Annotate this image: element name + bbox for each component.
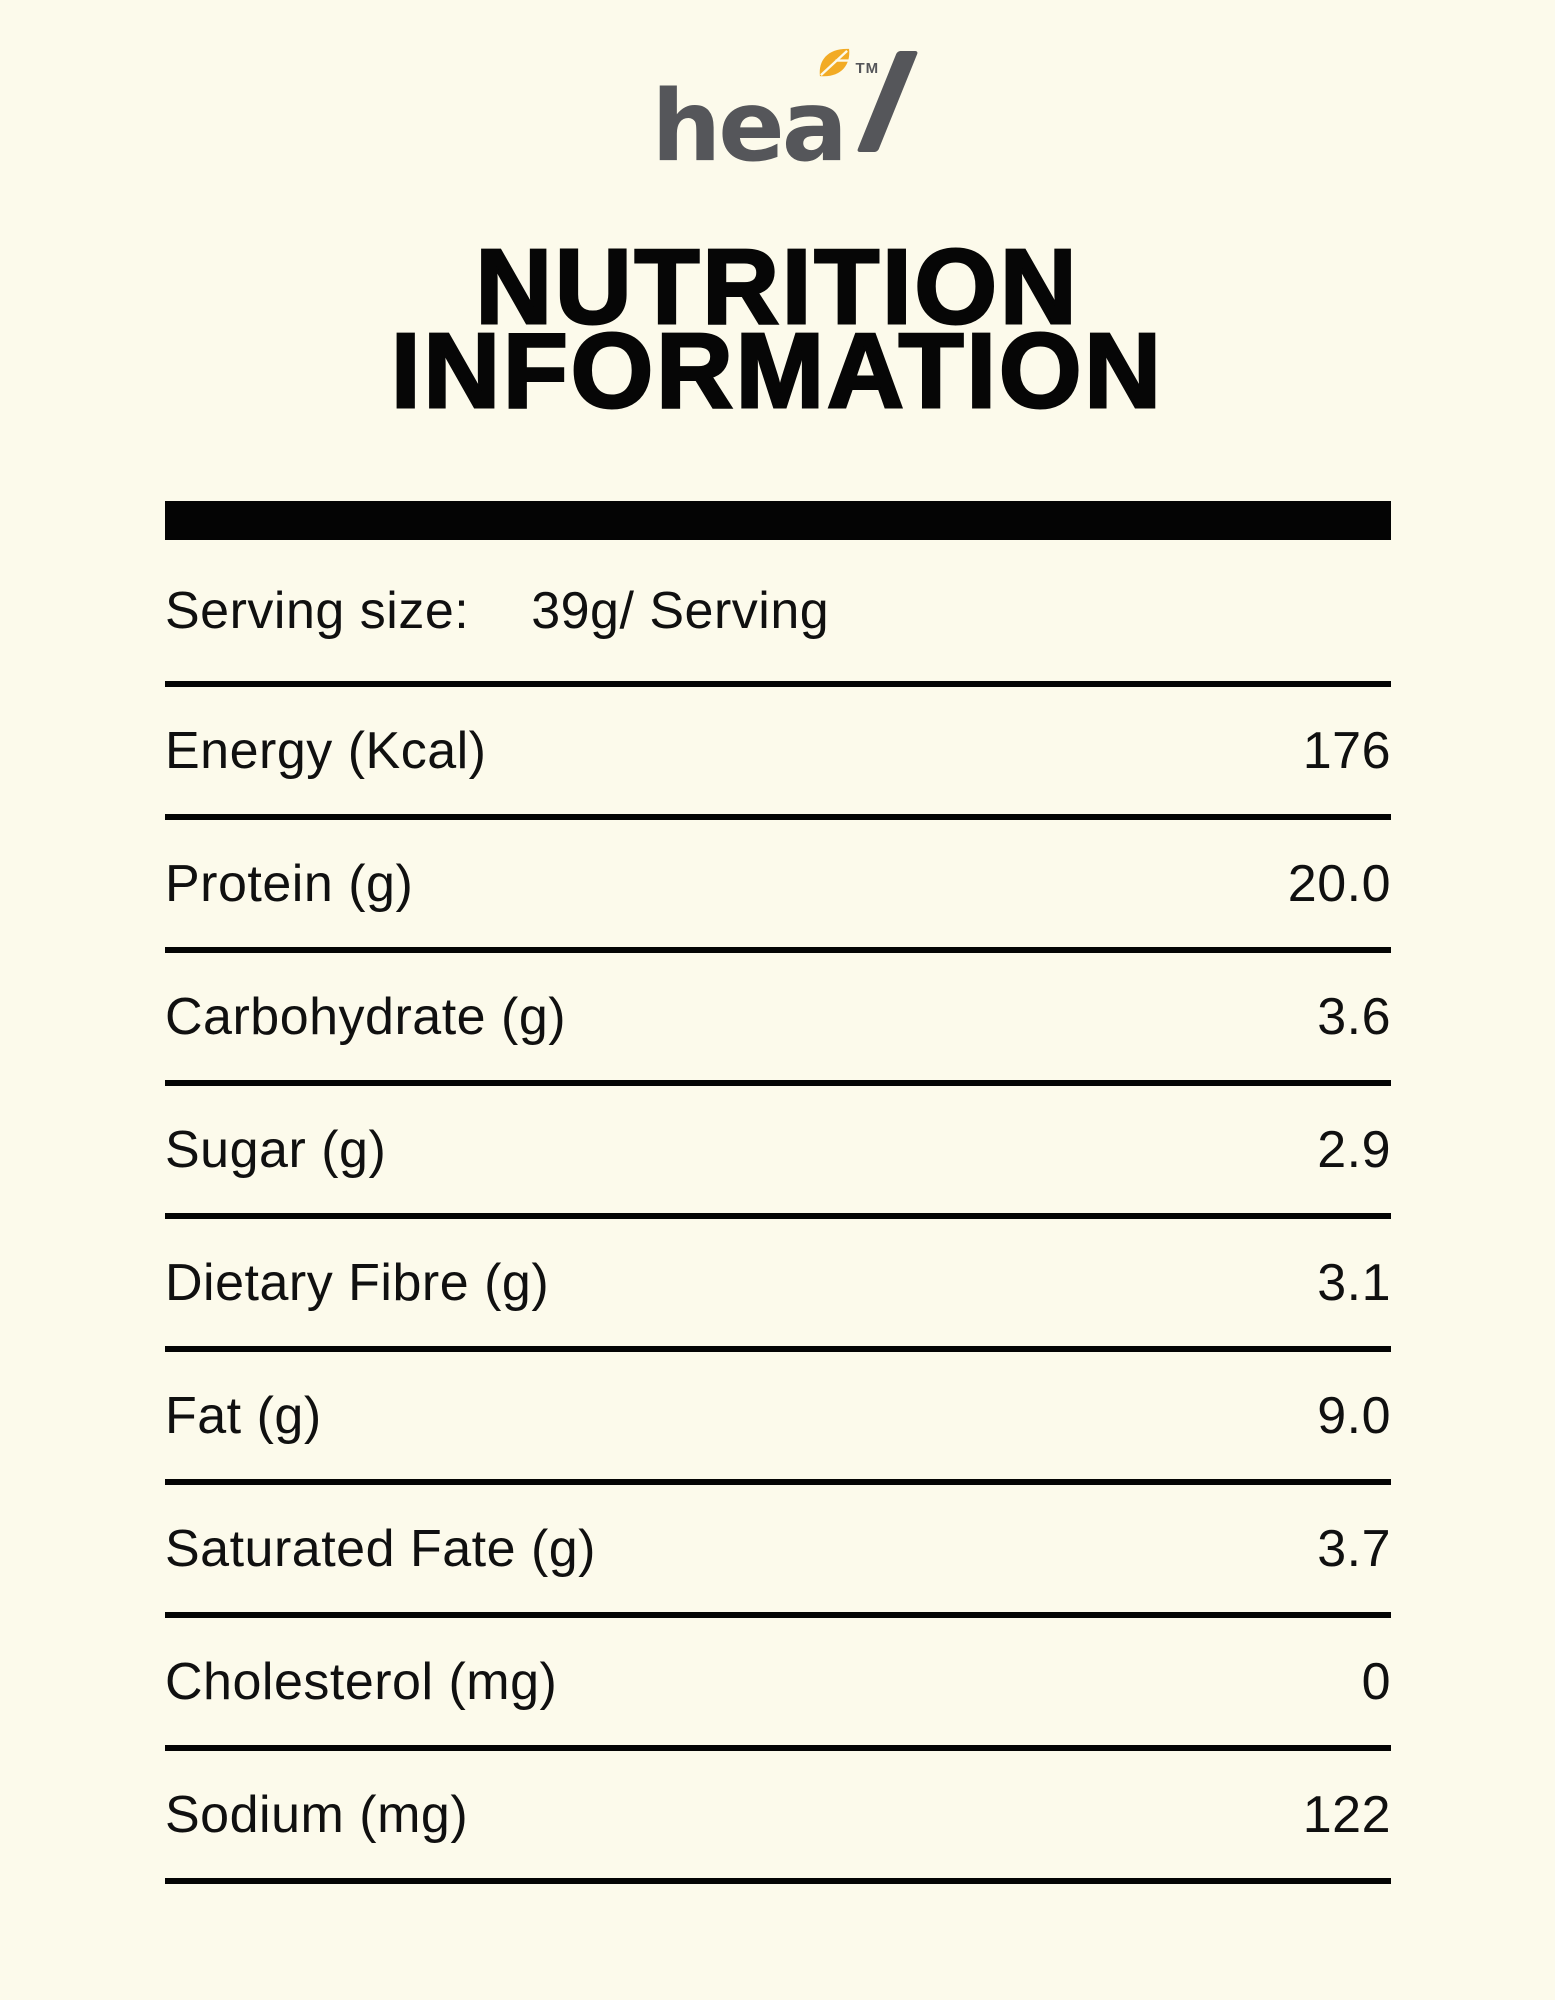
- row-label: Cholesterol (mg): [165, 1652, 558, 1711]
- row-label: Fat (g): [165, 1386, 322, 1445]
- row-label: Protein (g): [165, 854, 414, 913]
- page-title: NUTRITION INFORMATION: [0, 233, 1555, 426]
- row-value: 0: [1361, 1652, 1391, 1711]
- serving-size-label: Serving size:: [165, 581, 470, 640]
- row-label: Sodium (mg): [165, 1785, 469, 1844]
- brand-logo-text: hea: [651, 70, 848, 184]
- table-row: Sugar (g) 2.9: [165, 1086, 1391, 1220]
- title-line-2: INFORMATION: [390, 311, 1164, 430]
- row-label: Energy (Kcal): [165, 721, 487, 780]
- row-value: 176: [1302, 721, 1391, 780]
- serving-size-value: 39g/ Serving: [531, 581, 830, 640]
- row-value: 2.9: [1317, 1120, 1391, 1179]
- row-value: 3.7: [1317, 1519, 1391, 1578]
- table-row: Sodium (mg) 122: [165, 1751, 1391, 1885]
- table-row: Saturated Fate (g) 3.7: [165, 1485, 1391, 1619]
- row-value: 122: [1302, 1785, 1391, 1844]
- header-divider-bar: [165, 501, 1391, 541]
- table-row: Energy (Kcal) 176: [165, 687, 1391, 821]
- trademark-symbol: TM: [855, 60, 880, 77]
- table-row: Protein (g) 20.0: [165, 820, 1391, 954]
- leaf-icon: [819, 48, 850, 77]
- table-row: Carbohydrate (g) 3.6: [165, 953, 1391, 1087]
- title-line-1: NUTRITION: [474, 228, 1080, 346]
- brand-logo: hea TM: [652, 42, 918, 176]
- row-label: Sugar (g): [165, 1120, 387, 1179]
- row-label: Carbohydrate (g): [165, 987, 567, 1046]
- row-value: 3.1: [1317, 1253, 1391, 1312]
- nutrition-rows: Energy (Kcal) 176 Protein (g) 20.0 Carbo…: [165, 687, 1391, 1885]
- serving-size-row: Serving size: 39g/ Serving: [165, 540, 1391, 688]
- row-label: Dietary Fibre (g): [165, 1253, 550, 1312]
- table-row: Cholesterol (mg) 0: [165, 1618, 1391, 1752]
- table-row: Fat (g) 9.0: [165, 1352, 1391, 1486]
- row-label: Saturated Fate (g): [165, 1519, 596, 1578]
- row-value: 9.0: [1317, 1386, 1391, 1445]
- table-row: Dietary Fibre (g) 3.1: [165, 1219, 1391, 1353]
- nutrition-table: Serving size: 39g/ Serving Energy (Kcal)…: [165, 540, 1391, 1885]
- row-value: 3.6: [1317, 987, 1391, 1046]
- row-value: 20.0: [1287, 854, 1391, 913]
